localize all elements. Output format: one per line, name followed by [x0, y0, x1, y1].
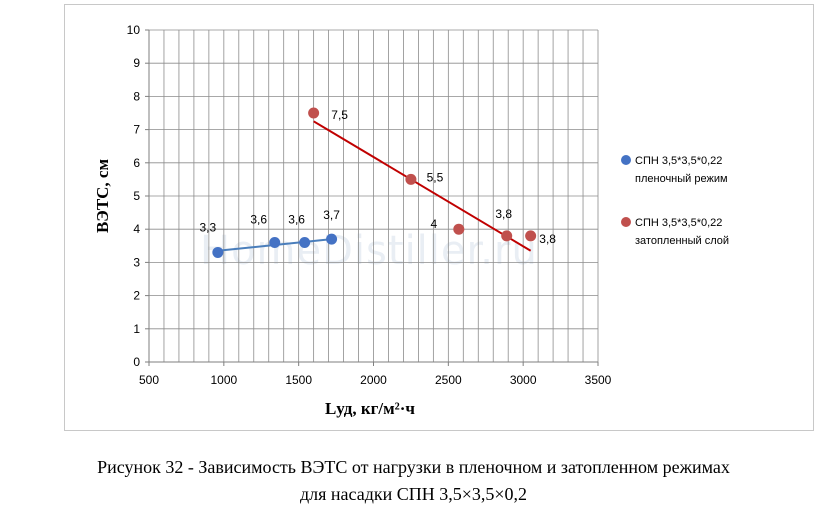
series-2-data-label: 3,8	[539, 232, 556, 246]
y-tick-label: 8	[133, 89, 140, 103]
series-2-data-label: 4	[430, 217, 437, 231]
legend-label-series-2-line2: затопленный слой	[635, 235, 729, 247]
series-1-point	[212, 246, 224, 258]
y-tick-label: 5	[133, 189, 140, 203]
x-tick-label: 1500	[285, 373, 312, 387]
y-tick-label: 9	[133, 56, 140, 70]
y-tick-label: 3	[133, 255, 140, 269]
y-tick-label: 6	[133, 156, 140, 170]
series-1-data-label: 3,3	[200, 220, 217, 234]
chart-area	[64, 4, 814, 431]
series-2-trendline	[313, 120, 532, 252]
series-2-data-label: 7,5	[331, 108, 348, 122]
series-1-data-label: 3,7	[323, 208, 340, 222]
y-tick-label: 7	[133, 123, 140, 137]
x-axis-title: Lуд, кг/м²·ч	[325, 399, 415, 418]
series-2-point	[525, 230, 537, 242]
series-2-point	[405, 173, 417, 185]
legend-label-series-1-line2: пленочный режим	[635, 173, 728, 185]
figure-caption-line1: Рисунок 32 - Зависимость ВЭТС от нагрузк…	[97, 457, 730, 477]
y-tick-label: 0	[133, 355, 140, 369]
x-tick-label: 2000	[360, 373, 387, 387]
y-tick-label: 2	[133, 289, 140, 303]
watermark-text: HomeDistiller.ru	[200, 228, 538, 274]
y-tick-label: 1	[133, 322, 140, 336]
y-tick-label: 4	[133, 222, 140, 236]
y-axis-title: ВЭТС, см	[93, 159, 112, 234]
series-2-point	[308, 107, 320, 119]
series-2-point	[453, 223, 465, 235]
series-1-data-label: 3,6	[288, 212, 305, 226]
x-tick-label: 3000	[510, 373, 537, 387]
legend-label-series-2-line1: СПН 3,5*3,5*0,22	[635, 217, 722, 229]
x-tick-label: 2500	[435, 373, 462, 387]
legend-label-series-1-line1: СПН 3,5*3,5*0,22	[635, 155, 722, 167]
series-1-point	[299, 236, 311, 248]
x-tick-label: 1000	[210, 373, 237, 387]
series-2-data-label: 5,5	[427, 170, 444, 184]
series-2-point	[501, 230, 513, 242]
legend-marker-series-1	[621, 155, 631, 165]
series-1-point	[326, 233, 338, 245]
figure-caption-line2: для насадки СПН 3,5×3,5×0,2	[299, 484, 528, 504]
x-tick-label: 500	[139, 373, 159, 387]
y-tick-label: 10	[127, 23, 141, 37]
series-2-data-label: 3,8	[495, 207, 512, 221]
x-tick-label: 3500	[585, 373, 612, 387]
series-1-data-label: 3,6	[250, 212, 267, 226]
legend-marker-series-2	[621, 217, 631, 227]
series-1-point	[269, 236, 281, 248]
